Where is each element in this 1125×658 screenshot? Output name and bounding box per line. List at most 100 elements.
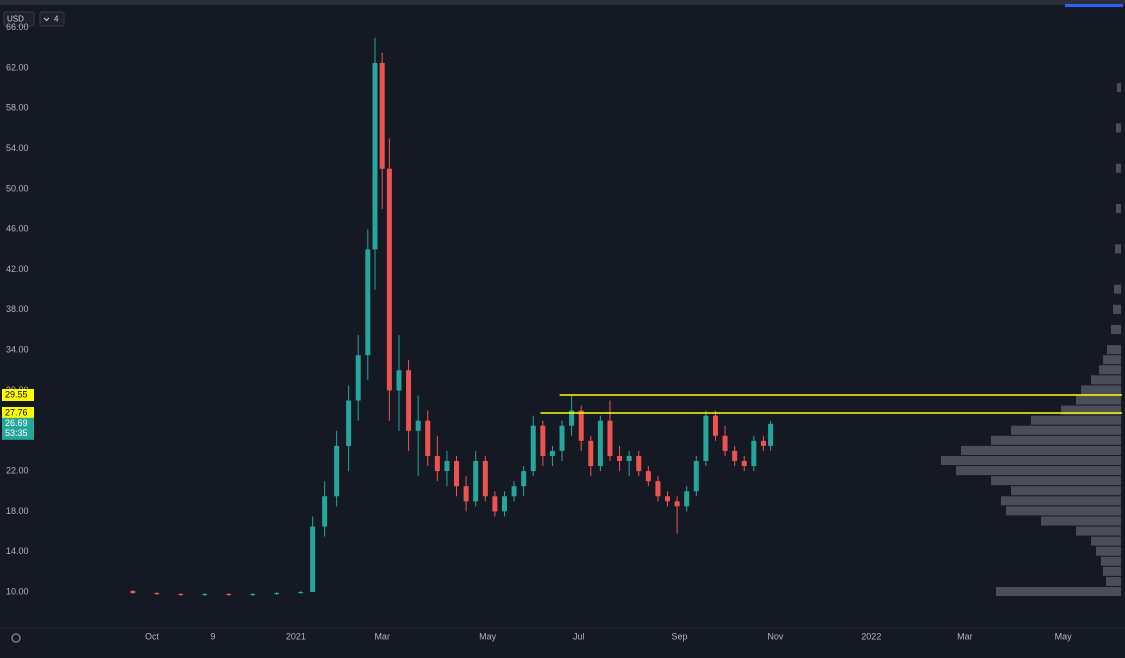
candle-body xyxy=(569,410,575,426)
x-tick-label: Jul xyxy=(573,631,585,641)
candle-body xyxy=(473,461,479,502)
top-border xyxy=(0,0,1125,5)
candle-body xyxy=(530,425,536,472)
volume-profile-bar xyxy=(1091,536,1121,546)
volume-profile-bar xyxy=(1011,425,1121,435)
candle-body xyxy=(665,496,671,502)
volume-profile-bar xyxy=(1107,345,1121,355)
volume-profile-bar xyxy=(1076,395,1121,405)
y-tick-label: 58.00 xyxy=(6,103,29,113)
volume-profile-bar xyxy=(1061,405,1121,415)
candle-body xyxy=(355,355,361,401)
candle-body xyxy=(741,461,747,467)
volume-profile-bar xyxy=(1096,546,1121,556)
x-tick-label: 9 xyxy=(210,631,215,641)
candle-body xyxy=(396,370,402,391)
y-tick-label: 18.00 xyxy=(6,506,29,516)
volume-profile-bar xyxy=(1091,375,1121,385)
volume-profile-bar xyxy=(941,455,1121,466)
volume-profile-bar xyxy=(1101,556,1121,566)
volume-profile-bar xyxy=(1103,355,1121,365)
x-tick-label: 2021 xyxy=(286,631,306,641)
candle-body xyxy=(732,450,738,462)
volume-profile-bar xyxy=(1006,506,1121,516)
candle-body xyxy=(334,445,340,497)
volume-profile-bar xyxy=(1116,163,1121,173)
candle-body xyxy=(693,461,699,492)
volume-profile-bar xyxy=(1001,496,1121,506)
countdown-label: 53:35 xyxy=(5,428,28,438)
candle-body xyxy=(722,435,728,451)
candle-body xyxy=(434,455,440,472)
candle-body xyxy=(684,491,690,507)
y-tick-label: 42.00 xyxy=(6,264,29,274)
volume-profile-bar xyxy=(1041,516,1121,526)
y-tick-label: 54.00 xyxy=(6,143,29,153)
candle-body xyxy=(636,455,642,472)
candle-body xyxy=(444,461,450,472)
candle-body xyxy=(645,471,651,482)
candle-body xyxy=(760,440,766,446)
last-price-label: 26.69 xyxy=(5,418,28,428)
currency-label: USD xyxy=(7,15,24,24)
candle-body xyxy=(130,591,136,594)
candle-body xyxy=(751,440,757,467)
volume-profile-bar xyxy=(1076,526,1121,536)
y-tick-label: 50.00 xyxy=(6,183,29,193)
candle-body xyxy=(310,526,316,593)
y-tick-label: 66.00 xyxy=(6,22,29,32)
x-tick-label: May xyxy=(1055,631,1073,641)
candle-body xyxy=(250,594,256,596)
candle-body xyxy=(501,496,507,512)
volume-profile-bar xyxy=(1111,324,1121,335)
progress-bar xyxy=(1065,4,1123,7)
volume-profile-bar xyxy=(1103,566,1121,576)
candle-body xyxy=(202,594,208,596)
candle-body xyxy=(674,501,680,507)
level-label: 27.76 xyxy=(5,407,28,417)
volume-profile-bar xyxy=(991,476,1121,486)
volume-profile-bar xyxy=(1114,284,1121,294)
settings-gear[interactable] xyxy=(11,633,21,643)
x-tick-label: May xyxy=(479,631,497,641)
x-tick-label: Nov xyxy=(767,631,784,641)
volume-profile-bar xyxy=(1117,83,1121,93)
candle-body xyxy=(607,420,613,456)
volume-profile-bar xyxy=(1106,576,1121,586)
candle-body xyxy=(588,440,594,467)
y-tick-label: 14.00 xyxy=(6,546,29,556)
x-tick-label: Oct xyxy=(145,631,160,641)
indicator-count-button[interactable] xyxy=(39,11,65,27)
x-tick-label: Sep xyxy=(671,631,687,641)
volume-profile-bar xyxy=(1011,486,1121,496)
y-tick-label: 38.00 xyxy=(6,304,29,314)
candle-body xyxy=(154,593,160,595)
toolbar: USD 4 xyxy=(3,11,65,643)
currency-button[interactable] xyxy=(3,11,35,27)
y-tick-label: 22.00 xyxy=(6,465,29,475)
indicator-count: 4 xyxy=(54,15,59,24)
last-price-bg xyxy=(2,417,34,440)
y-tick-label: 62.00 xyxy=(6,62,29,72)
volume-profile-bar xyxy=(1116,204,1121,214)
candle-body xyxy=(768,423,774,446)
candle-body xyxy=(463,486,469,502)
candle-body xyxy=(492,496,498,512)
y-tick-label: 46.00 xyxy=(6,224,29,234)
candle-body xyxy=(372,62,378,250)
x-tick-label: Mar xyxy=(374,631,390,641)
candle-body xyxy=(597,420,603,467)
candle-body xyxy=(549,450,555,456)
y-tick-label: 34.00 xyxy=(6,345,29,355)
level-label-bg xyxy=(2,407,34,420)
volume-profile-bar xyxy=(991,435,1121,445)
candle-body xyxy=(178,594,184,596)
volume-profile-bar xyxy=(1031,415,1121,425)
volume-profile-bar xyxy=(1081,385,1121,395)
volume-profile-bar xyxy=(1113,304,1121,314)
x-tick-label: Mar xyxy=(957,631,973,641)
level-label-bg xyxy=(2,388,34,401)
y-tick-label: 10.00 xyxy=(6,586,29,596)
